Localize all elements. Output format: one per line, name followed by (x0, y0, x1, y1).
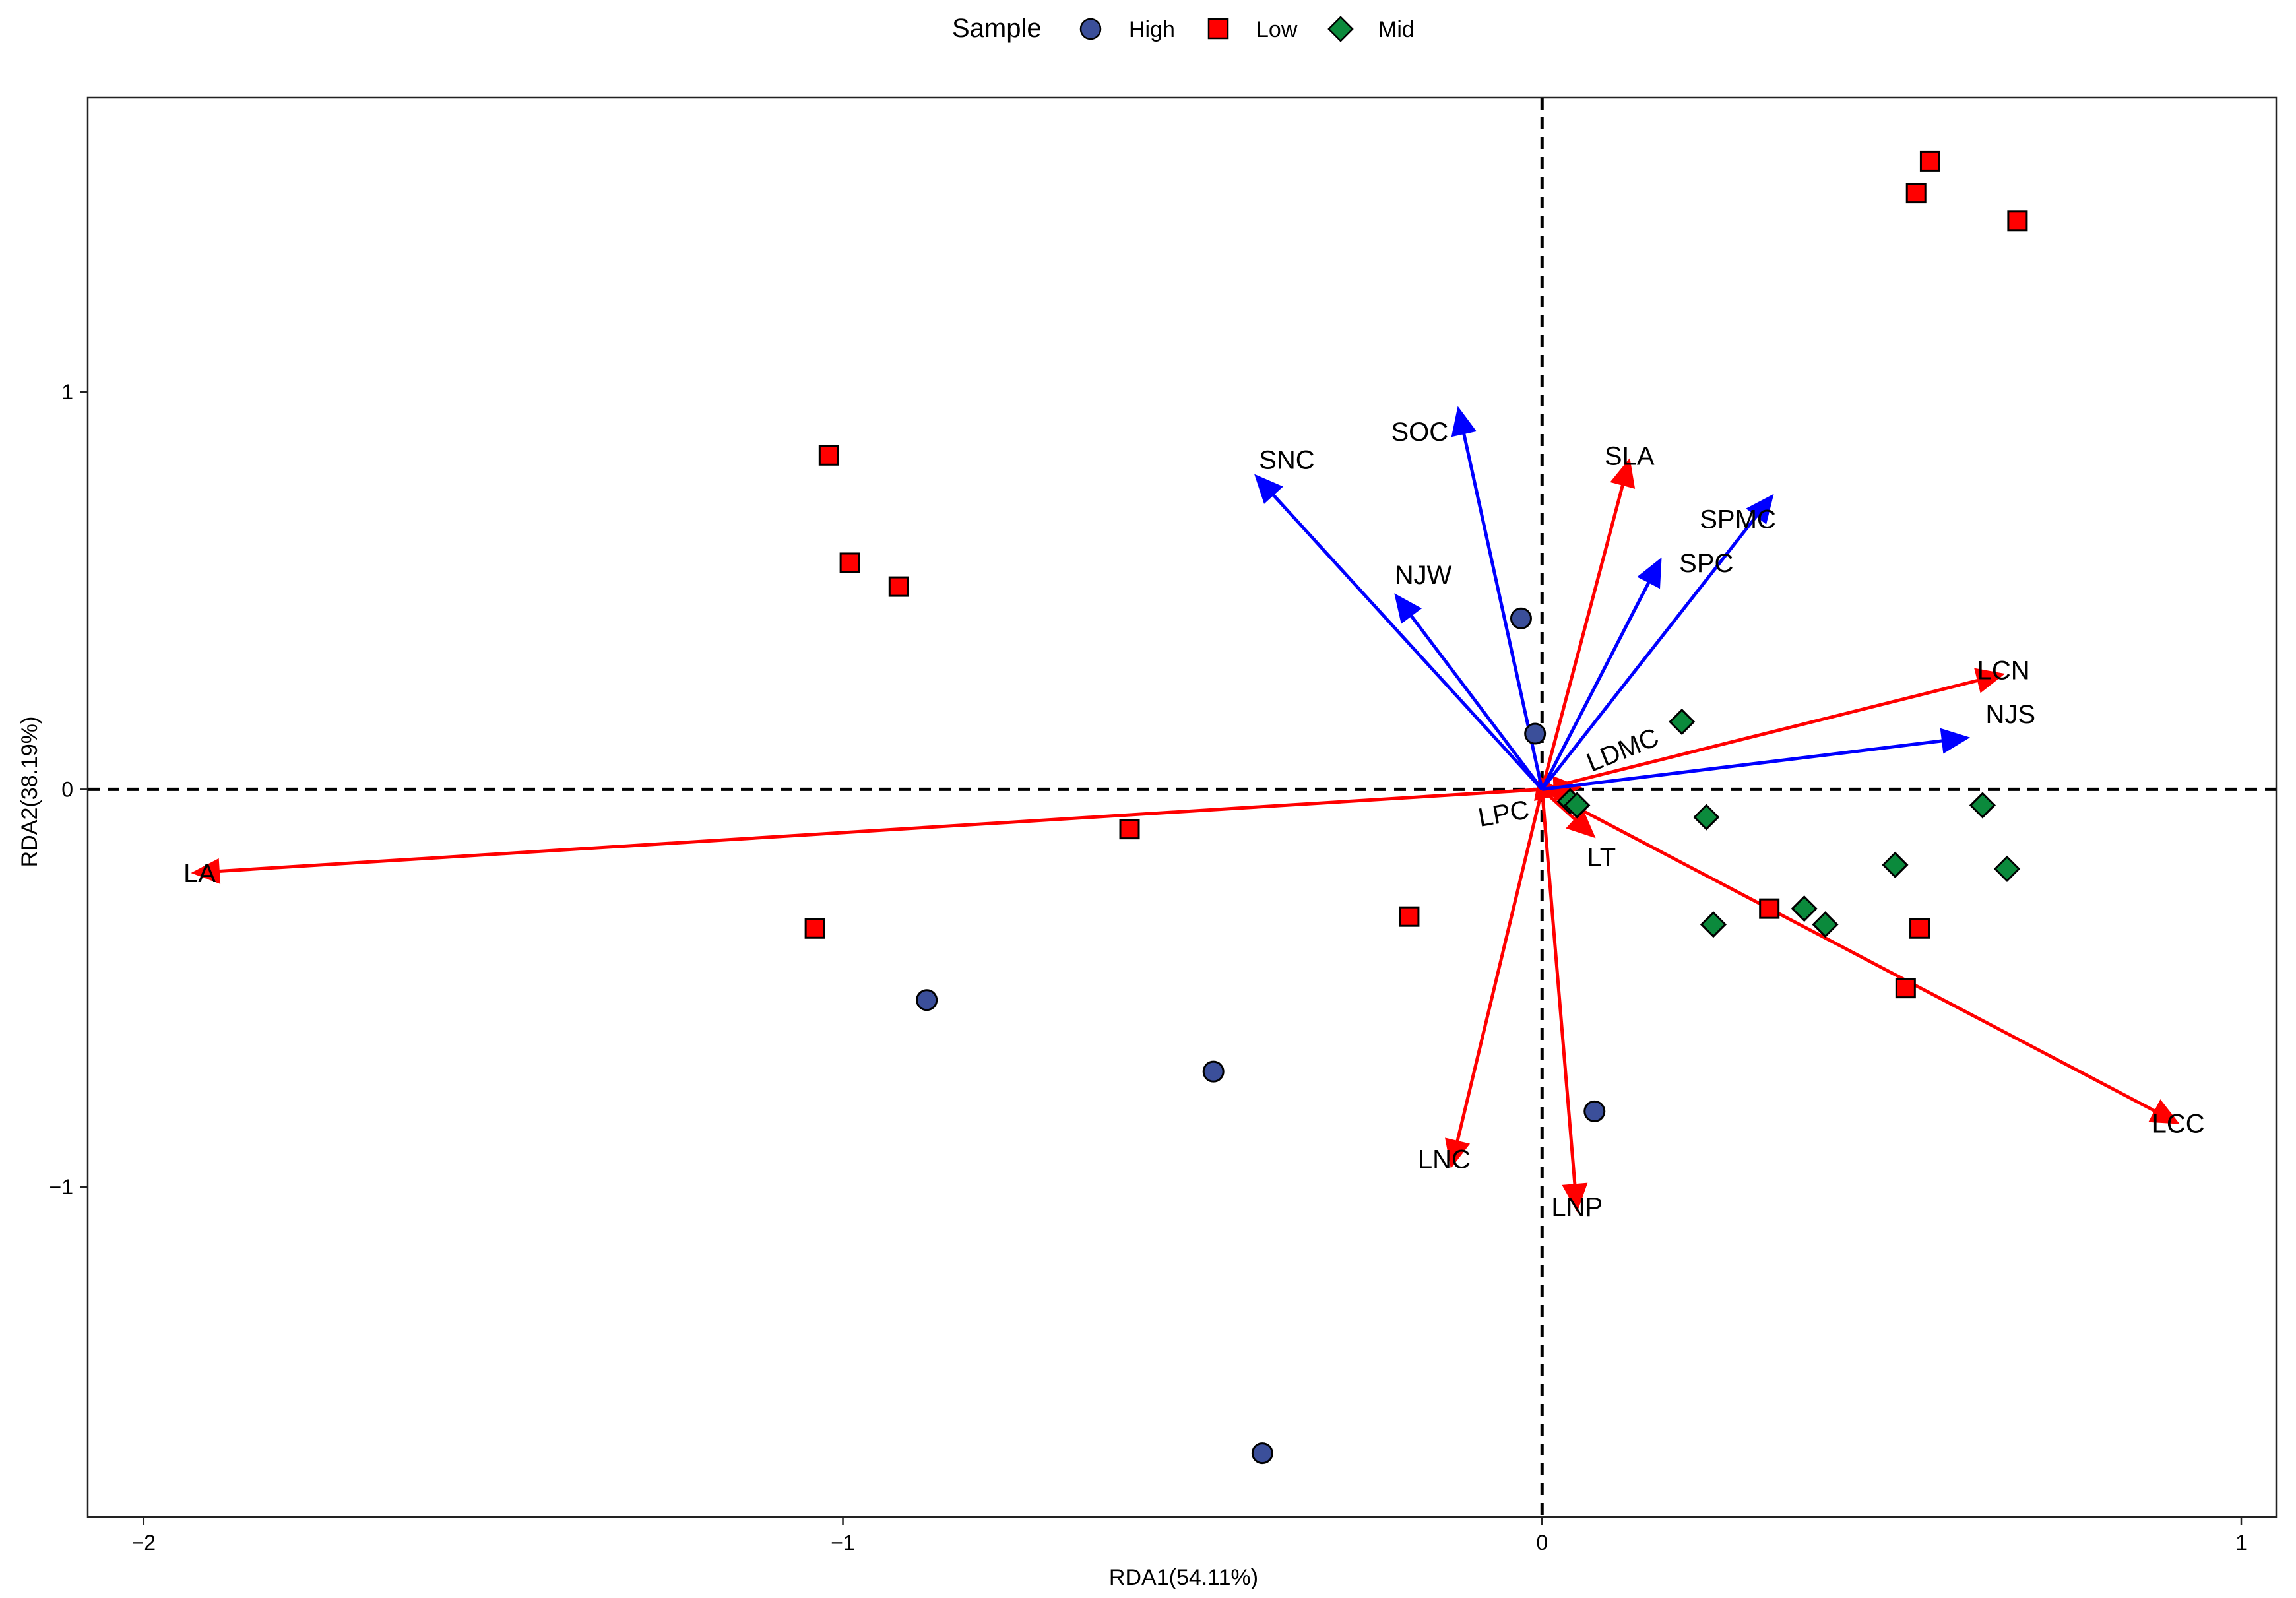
vector-label-sla: SLA (1605, 441, 1655, 470)
vector-lcc (1541, 788, 2180, 1124)
point-low (804, 918, 825, 939)
vector-snc (1254, 474, 1544, 791)
vector-arrowhead (1394, 593, 1422, 624)
vector-line (1541, 739, 1943, 791)
vector-line (1541, 678, 1979, 791)
plot-panel-border (86, 96, 2278, 1518)
vector-arrowhead (1610, 457, 1636, 489)
point-high (1202, 1060, 1225, 1083)
vector-line (1541, 515, 1758, 790)
vector-spmc (1541, 494, 1774, 790)
point-low (1905, 183, 1927, 204)
zero-reference-lines (88, 98, 2276, 1517)
vector-lcn (1541, 668, 2006, 791)
vector-sla (1540, 457, 1636, 790)
point-mid (1669, 708, 1696, 736)
y-tick-label: 0 (61, 777, 73, 801)
point-mid (1700, 911, 1727, 938)
point-low (2007, 210, 2028, 232)
vector-la (191, 787, 1543, 884)
vector-label-lcc: LCC (2152, 1110, 2205, 1139)
vector-lnc (1445, 788, 1544, 1169)
vector-njw (1394, 593, 1544, 790)
vector-label-lt: LT (1587, 843, 1616, 872)
point-low (1759, 898, 1780, 919)
y-axis-title: RDA2(38.19%) (17, 717, 42, 868)
legend-title: Sample (952, 14, 1042, 43)
vector-arrowhead (1566, 809, 1596, 839)
vector-spc (1541, 557, 1662, 790)
vector-arrowhead (191, 858, 221, 884)
vector-label-lnc: LNC (1418, 1145, 1471, 1174)
x-tick-label: 1 (2235, 1531, 2247, 1554)
point-low (818, 445, 839, 466)
point-high (916, 989, 938, 1011)
point-high (1251, 1442, 1273, 1465)
vector-arrowhead (1254, 474, 1283, 504)
point-mid (1812, 911, 1839, 938)
legend-label-high: High (1129, 17, 1175, 42)
legend-marker-mid (1327, 16, 1354, 42)
point-high (1583, 1100, 1606, 1122)
vector-label-lcn: LCN (1977, 656, 2030, 686)
vector-lnp (1540, 789, 1588, 1213)
vector-arrowhead (1451, 406, 1477, 437)
point-low (888, 576, 909, 597)
legend-label-low: Low (1256, 17, 1298, 42)
legend: Sample High Low Mid (952, 14, 1415, 43)
vector-arrowhead (1637, 557, 1662, 589)
vector-label-snc: SNC (1259, 445, 1314, 474)
vector-arrowhead (1940, 728, 1971, 754)
point-mid (1882, 851, 1909, 878)
vector-label-spmc: SPMC (1700, 505, 1776, 534)
sample-points (804, 150, 2028, 1465)
vector-arrowhead (1445, 1137, 1471, 1169)
axis-ticks: −2 −1 0 1 −1 0 1 (49, 380, 2247, 1554)
vector-label-njs: NJS (1986, 700, 2036, 729)
vector-arrowhead (1746, 494, 1774, 525)
vector-label-spc: SPC (1679, 549, 1733, 578)
point-mid (1969, 792, 1996, 819)
vector-label-lnp: LNP (1551, 1193, 1603, 1222)
vector-arrowhead (2148, 1099, 2180, 1124)
point-low (839, 552, 860, 573)
x-axis-title: RDA1(54.11%) (1109, 1565, 1258, 1590)
legend-marker-high (1079, 18, 1102, 40)
y-tick-label: 1 (61, 380, 73, 404)
point-low (1909, 918, 1930, 939)
point-high (1510, 607, 1532, 629)
point-mid (1693, 804, 1720, 831)
point-low (1119, 819, 1140, 840)
point-mid (1993, 855, 2021, 883)
vector-arrowhead (1974, 668, 2006, 693)
point-low (1399, 906, 1420, 927)
vector-line (1540, 789, 1577, 1185)
x-tick-label: 0 (1536, 1531, 1548, 1554)
vector-label-la: LA (183, 859, 216, 888)
point-low (1895, 978, 1916, 999)
biplot-vectors (191, 406, 2180, 1213)
vector-label-njw: NJW (1395, 561, 1452, 590)
x-tick-label: −1 (831, 1531, 854, 1554)
legend-marker-low (1207, 18, 1229, 40)
vector-line (1541, 581, 1651, 790)
point-mid (1564, 792, 1591, 819)
vector-line (218, 787, 1543, 873)
legend-label-mid: Mid (1378, 17, 1415, 42)
point-high (1524, 722, 1547, 745)
x-tick-label: −2 (132, 1531, 156, 1554)
vector-line (1455, 788, 1544, 1142)
vector-njs (1541, 728, 1971, 791)
vector-line (1540, 484, 1624, 790)
vector-line (1409, 614, 1544, 790)
vector-arrowhead (1562, 1182, 1588, 1213)
point-low (1919, 150, 1940, 172)
vector-label-soc: SOC (1391, 418, 1448, 447)
vector-line (1541, 788, 2156, 1113)
y-tick-label: −1 (49, 1175, 73, 1199)
point-mid (1791, 895, 1818, 922)
vector-line (1271, 494, 1544, 791)
